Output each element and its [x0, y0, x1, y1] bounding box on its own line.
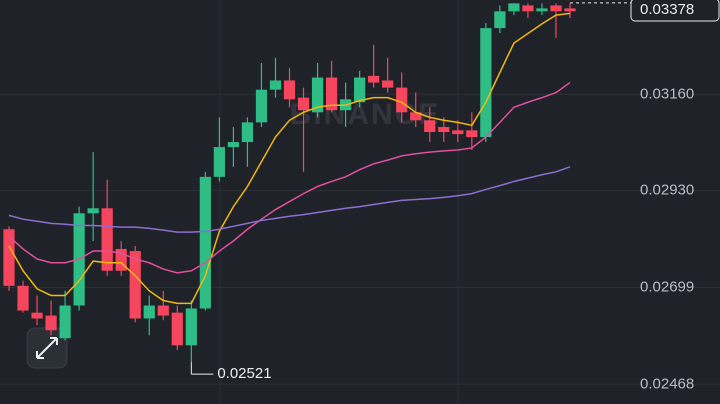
moving-average-line [8, 81, 571, 274]
candle-body [269, 80, 282, 90]
candle-body [101, 208, 113, 271]
y-tick-label: 0.03160 [640, 85, 694, 102]
candle-body [199, 176, 211, 309]
expand-button[interactable] [26, 327, 68, 369]
candle-body [143, 305, 155, 319]
candle-body [424, 120, 436, 133]
candle-body [241, 122, 254, 143]
candle-body [59, 305, 71, 339]
candle-body [508, 3, 520, 12]
candle-body [396, 87, 408, 113]
candle-body [480, 28, 492, 138]
candle-body [311, 77, 324, 113]
candle-body [354, 77, 366, 103]
candle-body [171, 312, 183, 346]
candle-body [368, 75, 380, 83]
y-tick-label: 0.02699 [640, 278, 694, 295]
candle-body [325, 77, 338, 111]
candle-body [283, 80, 296, 100]
candle-body [129, 251, 141, 319]
y-tick-label: 0.02930 [640, 182, 694, 199]
candle-body [87, 208, 99, 214]
candle-body [382, 80, 394, 88]
candle-body [410, 112, 422, 121]
candle-body [213, 147, 225, 177]
candle-body [157, 305, 169, 316]
moving-average-line [8, 166, 571, 233]
last-price-label: 0.03378 [640, 1, 694, 18]
moving-average-line [8, 12, 571, 305]
last-price-box [630, 0, 720, 22]
candle-body [466, 130, 478, 138]
candle-body [3, 229, 15, 286]
candle-body [185, 308, 197, 346]
candle-body [255, 89, 268, 123]
candle-body [536, 8, 548, 12]
candle-body [522, 5, 534, 12]
candle-body [45, 315, 57, 331]
candle-body [494, 11, 506, 29]
low-label: 0.02521 [217, 365, 271, 382]
candle-body [227, 142, 240, 148]
y-tick-label: 0.02468 [640, 375, 694, 392]
candle-body [550, 5, 562, 12]
candle-body [31, 312, 43, 319]
candle-body [297, 97, 310, 111]
candle-body [438, 126, 450, 133]
candle-body [17, 285, 29, 311]
candle-body [564, 8, 576, 12]
candle-body [452, 130, 464, 135]
candle-body [115, 248, 127, 271]
